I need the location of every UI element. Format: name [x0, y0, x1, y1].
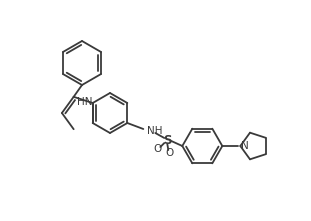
- Text: O: O: [165, 148, 174, 158]
- Text: O: O: [153, 144, 161, 154]
- Text: HN: HN: [77, 97, 92, 107]
- Text: NH: NH: [147, 126, 163, 136]
- Text: S: S: [163, 135, 172, 147]
- Text: N: N: [241, 141, 249, 151]
